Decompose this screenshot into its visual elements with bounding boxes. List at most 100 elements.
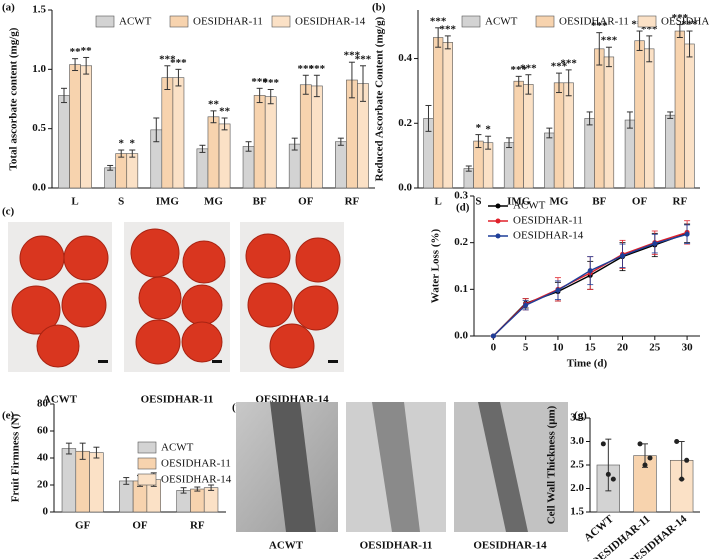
y-tick-label: 0 <box>43 506 49 518</box>
y-axis-label: Reduced Ascorbate Content (mg/g) <box>374 16 386 181</box>
y-tick-label: 80 <box>37 398 49 410</box>
bar <box>523 84 534 189</box>
photo-panel-f: (f) ACWT OESIDHAR-11 OESIDHAR-14 <box>232 402 568 552</box>
data-point <box>674 439 680 444</box>
bar <box>624 119 636 189</box>
significance-label: *** <box>641 23 658 35</box>
significance-label: *** <box>355 53 372 65</box>
data-point <box>647 455 653 461</box>
scale-bar <box>328 360 338 363</box>
significance-label: *** <box>520 62 537 74</box>
marker <box>587 268 593 274</box>
legend-label: OESIDHAR-11 <box>193 16 263 28</box>
bar <box>563 82 574 189</box>
y-tick-label: 60 <box>37 425 49 437</box>
scale-bar <box>212 360 222 363</box>
legend-label: ACWT <box>119 16 152 28</box>
legend-swatch <box>137 441 157 454</box>
y-tick-label: 0.0 <box>398 182 412 194</box>
data-point <box>605 471 611 477</box>
photo-caption: ACWT <box>43 394 78 406</box>
panel-label: (c) <box>2 206 15 218</box>
bar <box>253 95 266 189</box>
data-point <box>679 476 685 482</box>
y-tick-label: 0.2 <box>398 117 412 129</box>
photo-caption: OESIDHAR-11 <box>141 394 214 406</box>
bar <box>442 42 453 189</box>
bar <box>684 43 695 189</box>
y-tick-label: 0.1 <box>454 283 468 295</box>
data-point <box>610 476 616 482</box>
x-tick-label: 15 <box>585 342 597 354</box>
significance-label: *** <box>430 15 447 27</box>
bar <box>172 77 185 189</box>
bar <box>176 490 191 513</box>
legend-label: OESIDHAR-14 <box>513 230 584 242</box>
legend-swatch <box>137 457 157 470</box>
photo-caption: OESIDHAR-14 <box>473 540 547 552</box>
x-tick-label: OF <box>132 520 148 532</box>
x-tick-label: IMG <box>507 196 531 208</box>
significance-label: *** <box>551 61 568 73</box>
x-tick-label: ACWT <box>582 513 616 545</box>
bar <box>104 167 116 189</box>
data-point <box>684 457 690 463</box>
legend-label: ACWT <box>161 442 194 454</box>
x-tick-label: 0 <box>491 342 497 354</box>
x-tick-label: OF <box>298 196 314 208</box>
bar <box>196 148 209 189</box>
legend-label: ACWT <box>485 16 518 28</box>
legend-swatch <box>95 15 115 28</box>
legend-label: ACWT <box>513 200 546 212</box>
x-tick-label: 5 <box>523 342 529 354</box>
bar <box>161 77 174 189</box>
x-tick-label: RF <box>345 196 360 208</box>
bar <box>544 132 555 189</box>
y-tick-label: 3.0 <box>570 435 584 447</box>
legend-label: OESIDHAR-14 <box>161 474 232 486</box>
significance-label: ** <box>70 46 82 58</box>
data-point <box>642 462 648 468</box>
y-tick-label: 1.0 <box>32 63 46 75</box>
significance-label: * <box>118 138 124 150</box>
bar <box>69 64 81 189</box>
x-tick-label: L <box>71 196 78 208</box>
legend-swatch <box>535 15 555 28</box>
photo-caption: OESIDHAR-11 <box>360 540 433 552</box>
significance-label: *** <box>251 76 268 88</box>
significance-label: *** <box>262 77 279 89</box>
x-tick-label: 25 <box>649 342 661 354</box>
legend-label: OESIDHAR-11 <box>513 215 583 227</box>
marker <box>652 241 658 247</box>
x-tick-label: 10 <box>552 342 564 354</box>
legend-swatch <box>169 15 189 28</box>
significance-label: *** <box>601 35 618 47</box>
bar <box>503 142 515 189</box>
y-tick-label: 3.5 <box>570 412 584 424</box>
photo-panel-c: (c) ACWT OESIDHAR-11 OESIDHAR-14 <box>2 206 344 406</box>
cell-wall <box>372 402 420 532</box>
bar <box>80 65 92 189</box>
significance-label: ** <box>81 45 93 57</box>
y-tick-label: 0.5 <box>32 122 46 134</box>
x-tick-label: BF <box>253 196 267 208</box>
x-tick-label: IMG <box>156 196 180 208</box>
x-tick-label: RF <box>673 196 688 208</box>
bar <box>674 30 685 189</box>
bar <box>190 488 205 513</box>
significance-label: * <box>485 124 491 136</box>
significance-label: * <box>476 122 482 134</box>
bar <box>584 118 595 189</box>
legend-swatch <box>137 473 157 486</box>
panel-label: (e) <box>2 410 15 422</box>
tomatoes <box>11 228 341 369</box>
bar <box>288 143 301 189</box>
marker <box>523 302 529 308</box>
bar <box>603 56 615 189</box>
bar <box>89 452 104 513</box>
y-tick-label: 40 <box>37 452 49 464</box>
bar <box>75 450 90 513</box>
bar <box>634 40 645 189</box>
significance-label: *** <box>672 12 689 24</box>
y-tick-label: 0.4 <box>398 52 412 64</box>
